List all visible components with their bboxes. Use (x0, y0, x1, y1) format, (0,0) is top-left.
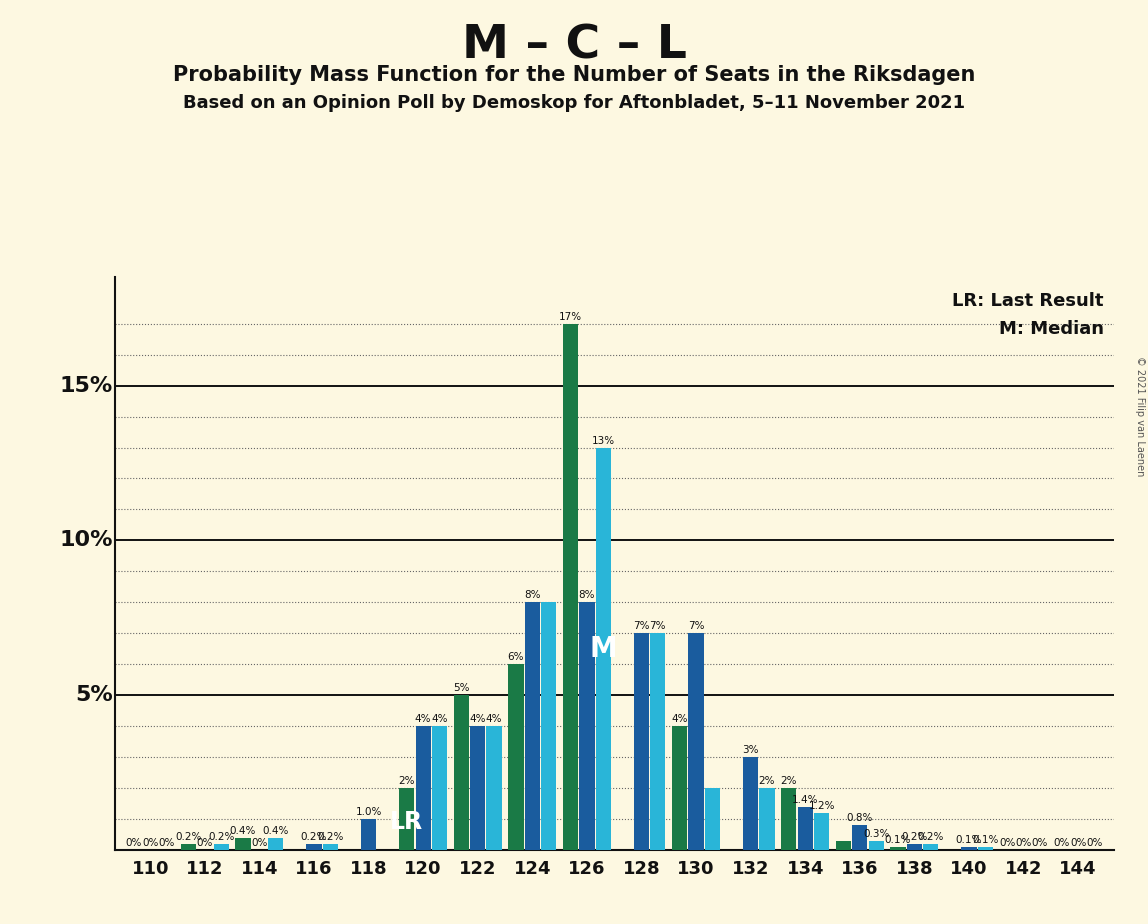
Text: 0%: 0% (1054, 838, 1070, 848)
Bar (672, 726, 688, 850)
Bar (705, 788, 720, 850)
Bar (214, 844, 228, 850)
Text: 15%: 15% (60, 375, 114, 395)
Text: 4%: 4% (470, 714, 486, 724)
Text: 7%: 7% (650, 622, 666, 631)
Text: 1.2%: 1.2% (808, 801, 835, 811)
Bar (307, 844, 321, 850)
Bar (852, 825, 868, 850)
Text: 0%: 0% (999, 838, 1015, 848)
Text: Based on an Opinion Poll by Demoskop for Aftonbladet, 5–11 November 2021: Based on an Opinion Poll by Demoskop for… (183, 94, 965, 112)
Bar (360, 819, 377, 850)
Bar (400, 788, 414, 850)
Bar (453, 695, 470, 850)
Bar (836, 841, 851, 850)
Bar (634, 633, 649, 850)
Bar (432, 726, 448, 850)
Bar (759, 788, 775, 850)
Text: 1.4%: 1.4% (792, 795, 819, 805)
Bar (596, 447, 611, 850)
Text: 8%: 8% (525, 590, 541, 601)
Bar (487, 726, 502, 850)
Bar (509, 664, 523, 850)
Text: 3%: 3% (743, 746, 759, 755)
Text: 0.2%: 0.2% (301, 832, 327, 842)
Text: 2%: 2% (781, 776, 797, 786)
Bar (650, 633, 666, 850)
Text: 0.4%: 0.4% (263, 826, 289, 836)
Text: 17%: 17% (559, 311, 582, 322)
Bar (580, 602, 595, 850)
Bar (563, 323, 579, 850)
Bar (961, 847, 977, 850)
Text: 0.1%: 0.1% (956, 835, 983, 845)
Bar (541, 602, 557, 850)
Text: 0.2%: 0.2% (317, 832, 343, 842)
Text: 0%: 0% (126, 838, 142, 848)
Bar (416, 726, 430, 850)
Text: 0%: 0% (1015, 838, 1032, 848)
Text: 0.2%: 0.2% (901, 832, 928, 842)
Bar (181, 844, 196, 850)
Text: 0%: 0% (142, 838, 158, 848)
Text: 7%: 7% (688, 622, 704, 631)
Text: 4%: 4% (414, 714, 432, 724)
Text: 0%: 0% (196, 838, 214, 848)
Bar (235, 838, 250, 850)
Bar (525, 602, 540, 850)
Text: 2%: 2% (759, 776, 775, 786)
Text: 8%: 8% (579, 590, 595, 601)
Bar (743, 757, 759, 850)
Bar (470, 726, 486, 850)
Text: 4%: 4% (486, 714, 503, 724)
Bar (269, 838, 284, 850)
Text: 0.3%: 0.3% (863, 829, 890, 839)
Text: 7%: 7% (634, 622, 650, 631)
Text: 0%: 0% (251, 838, 267, 848)
Bar (323, 844, 338, 850)
Bar (869, 841, 884, 850)
Text: 0.1%: 0.1% (885, 835, 912, 845)
Text: 4%: 4% (672, 714, 688, 724)
Bar (891, 847, 906, 850)
Bar (798, 807, 813, 850)
Text: 2%: 2% (398, 776, 416, 786)
Text: 4%: 4% (432, 714, 448, 724)
Text: Probability Mass Function for the Number of Seats in the Riksdagen: Probability Mass Function for the Number… (173, 65, 975, 85)
Text: 0%: 0% (1032, 838, 1048, 848)
Text: 13%: 13% (591, 435, 615, 445)
Text: 6%: 6% (507, 652, 525, 663)
Text: 0.2%: 0.2% (176, 832, 202, 842)
Text: 0.1%: 0.1% (972, 835, 999, 845)
Bar (923, 844, 938, 850)
Text: 5%: 5% (76, 686, 114, 705)
Text: 10%: 10% (60, 530, 114, 551)
Bar (689, 633, 704, 850)
Text: M – C – L: M – C – L (461, 23, 687, 68)
Text: 1.0%: 1.0% (356, 808, 382, 817)
Bar (978, 847, 993, 850)
Text: 0.4%: 0.4% (230, 826, 256, 836)
Text: M: Median: M: Median (999, 321, 1103, 338)
Text: LR: Last Result: LR: Last Result (952, 292, 1103, 310)
Text: M: M (589, 635, 618, 663)
Bar (814, 813, 829, 850)
Text: 0.2%: 0.2% (917, 832, 944, 842)
Text: 0%: 0% (158, 838, 174, 848)
Text: 5%: 5% (453, 684, 470, 693)
Text: © 2021 Filip van Laenen: © 2021 Filip van Laenen (1135, 356, 1145, 476)
Text: 0.2%: 0.2% (208, 832, 234, 842)
Text: 0%: 0% (1070, 838, 1086, 848)
Text: 0%: 0% (1086, 838, 1102, 848)
Text: 0.8%: 0.8% (846, 813, 872, 823)
Bar (907, 844, 922, 850)
Bar (781, 788, 797, 850)
Text: LR: LR (390, 810, 424, 834)
